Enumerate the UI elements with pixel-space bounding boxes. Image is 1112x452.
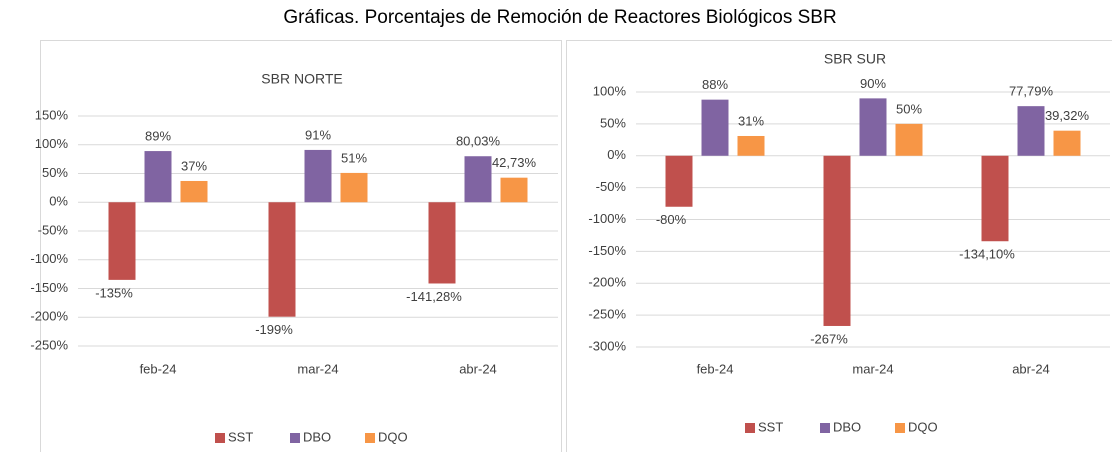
- y-tick-label: 100%: [35, 136, 69, 151]
- legend-label: DBO: [833, 419, 861, 434]
- bar: [1017, 106, 1045, 156]
- bar: [823, 155, 851, 326]
- legend-swatch: [365, 433, 375, 443]
- bar: [180, 180, 208, 203]
- y-tick-label: -200%: [588, 275, 626, 290]
- x-tick-label: feb-24: [697, 361, 734, 376]
- legend-label: DQO: [378, 429, 408, 444]
- legend-label: DQO: [908, 419, 938, 434]
- data-label: 80,03%: [456, 134, 501, 149]
- bar: [268, 202, 296, 317]
- bar: [665, 155, 693, 207]
- chart-title: SBR NORTE: [261, 71, 342, 87]
- bar: [1053, 130, 1081, 156]
- bar: [340, 172, 368, 203]
- bar: [981, 155, 1009, 242]
- y-tick-label: 50%: [600, 115, 626, 130]
- x-tick-label: feb-24: [140, 361, 177, 376]
- data-label: 39,32%: [1045, 108, 1090, 123]
- data-label: 90%: [860, 76, 886, 91]
- chart-frame: [40, 40, 562, 452]
- y-tick-label: -100%: [588, 211, 626, 226]
- data-label: 37%: [181, 158, 207, 173]
- data-label: -134,10%: [959, 247, 1015, 262]
- y-tick-label: -150%: [30, 280, 68, 295]
- bar: [500, 177, 528, 203]
- data-label: 89%: [145, 129, 171, 144]
- data-label: 31%: [738, 113, 764, 128]
- legend-swatch: [895, 423, 905, 433]
- y-tick-label: 50%: [42, 165, 68, 180]
- chart-title: SBR SUR: [824, 51, 886, 67]
- data-label: -80%: [656, 212, 687, 227]
- bar: [108, 202, 136, 280]
- legend-label: SST: [228, 429, 253, 444]
- x-tick-label: abr-24: [1012, 361, 1050, 376]
- data-label: 77,79%: [1009, 84, 1054, 99]
- legend-swatch: [290, 433, 300, 443]
- data-label: -199%: [255, 322, 293, 337]
- bar: [737, 135, 765, 156]
- bar: [304, 149, 332, 203]
- legend-label: SST: [758, 419, 783, 434]
- y-tick-label: -200%: [30, 309, 68, 324]
- data-label: 88%: [702, 77, 728, 92]
- y-tick-label: 0%: [49, 194, 68, 209]
- y-tick-label: -100%: [30, 251, 68, 266]
- bar: [464, 156, 492, 203]
- bar: [895, 123, 923, 156]
- y-tick-label: -250%: [588, 307, 626, 322]
- data-label: 51%: [341, 150, 367, 165]
- y-tick-label: -150%: [588, 243, 626, 258]
- y-tick-label: -50%: [38, 222, 69, 237]
- x-tick-label: mar-24: [852, 361, 893, 376]
- data-label: -141,28%: [406, 289, 462, 304]
- y-tick-label: -300%: [588, 338, 626, 353]
- bar: [428, 202, 456, 284]
- y-tick-label: 100%: [593, 83, 627, 98]
- x-tick-label: mar-24: [297, 361, 338, 376]
- data-label: 42,73%: [492, 155, 537, 170]
- bar: [701, 99, 729, 156]
- data-label: 50%: [896, 101, 922, 116]
- y-tick-label: -50%: [596, 179, 627, 194]
- legend-label: DBO: [303, 429, 331, 444]
- y-tick-label: 0%: [607, 147, 626, 162]
- y-tick-label: 150%: [35, 107, 69, 122]
- x-tick-label: abr-24: [459, 361, 497, 376]
- bar: [859, 98, 887, 156]
- data-label: -135%: [95, 285, 133, 300]
- legend-swatch: [745, 423, 755, 433]
- y-tick-label: -250%: [30, 337, 68, 352]
- chart-frame: [566, 40, 1112, 452]
- page-title: Gráficas. Porcentajes de Remoción de Rea…: [283, 7, 836, 28]
- data-label: 91%: [305, 127, 331, 142]
- legend-swatch: [215, 433, 225, 443]
- data-label: -267%: [810, 331, 848, 346]
- legend-swatch: [820, 423, 830, 433]
- bar: [144, 151, 172, 203]
